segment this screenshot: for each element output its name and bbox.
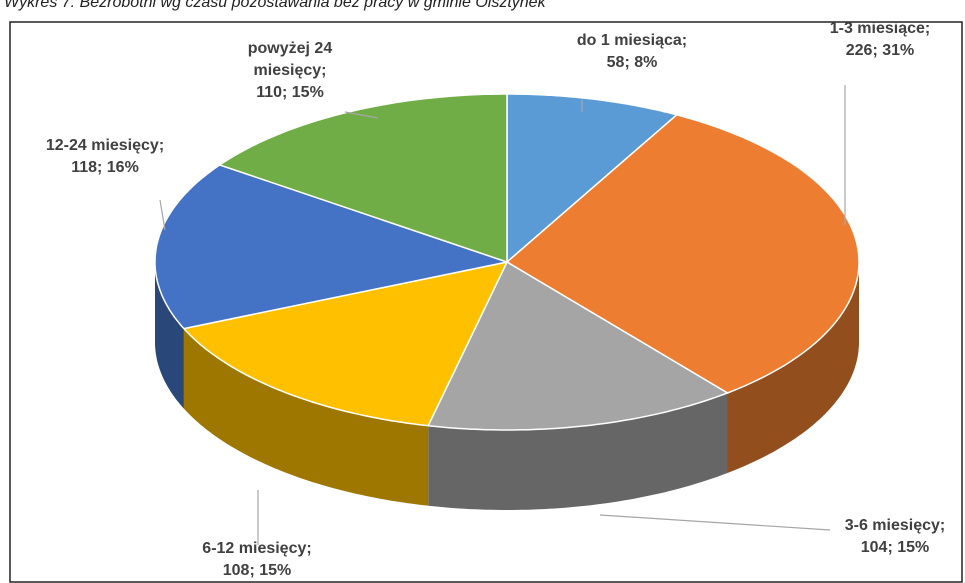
data-label: powyżej 24 miesięcy; 110; 15% (230, 38, 350, 104)
slice (182, 260, 509, 506)
slice (218, 93, 508, 264)
slice-top (505, 113, 860, 394)
category-label: 12-24 miesięcy; (45, 137, 165, 154)
category-label: 3-6 miesięcy; (844, 517, 946, 534)
data-label: 6-12 miesięcy; 108; 15% (162, 538, 352, 582)
value-label: 118; 16% (71, 159, 139, 176)
slice-top (427, 260, 730, 431)
slice (154, 164, 510, 409)
leader-line (344, 111, 379, 119)
category-label: powyżej 24 miesięcy; (247, 40, 333, 79)
slice-top (218, 93, 508, 264)
slice-side (428, 393, 728, 510)
slice-side (727, 262, 859, 473)
slice-side (155, 262, 184, 409)
slice-top (182, 260, 509, 427)
category-label: do 1 miesiąca; (576, 32, 688, 49)
slice-side (183, 328, 429, 506)
leader-line (599, 514, 831, 531)
slice (505, 113, 860, 473)
value-label: 104; 15% (860, 539, 930, 556)
chart-title: Wykres 7. Bezrobotni wg czasu pozostawan… (4, 0, 546, 11)
slice (427, 260, 730, 510)
value-label: 108; 15% (222, 562, 292, 579)
leader-line (159, 199, 166, 231)
data-label: 12-24 miesięcy; 118; 16% (10, 135, 200, 179)
data-label: do 1 miesiąca; 58; 8% (547, 30, 717, 74)
data-label: 1-3 miesiące; 226; 31% (795, 18, 965, 62)
data-label: 3-6 miesięcy; 104; 15% (810, 515, 965, 559)
slice-top (506, 93, 679, 264)
value-label: 110; 15% (256, 84, 324, 101)
slice-top (154, 164, 510, 330)
value-label: 226; 31% (845, 42, 915, 59)
category-label: 6-12 miesięcy; (202, 540, 312, 557)
value-label: 58; 8% (606, 54, 658, 71)
slice (506, 93, 679, 264)
category-label: 1-3 miesiące; (829, 20, 931, 37)
